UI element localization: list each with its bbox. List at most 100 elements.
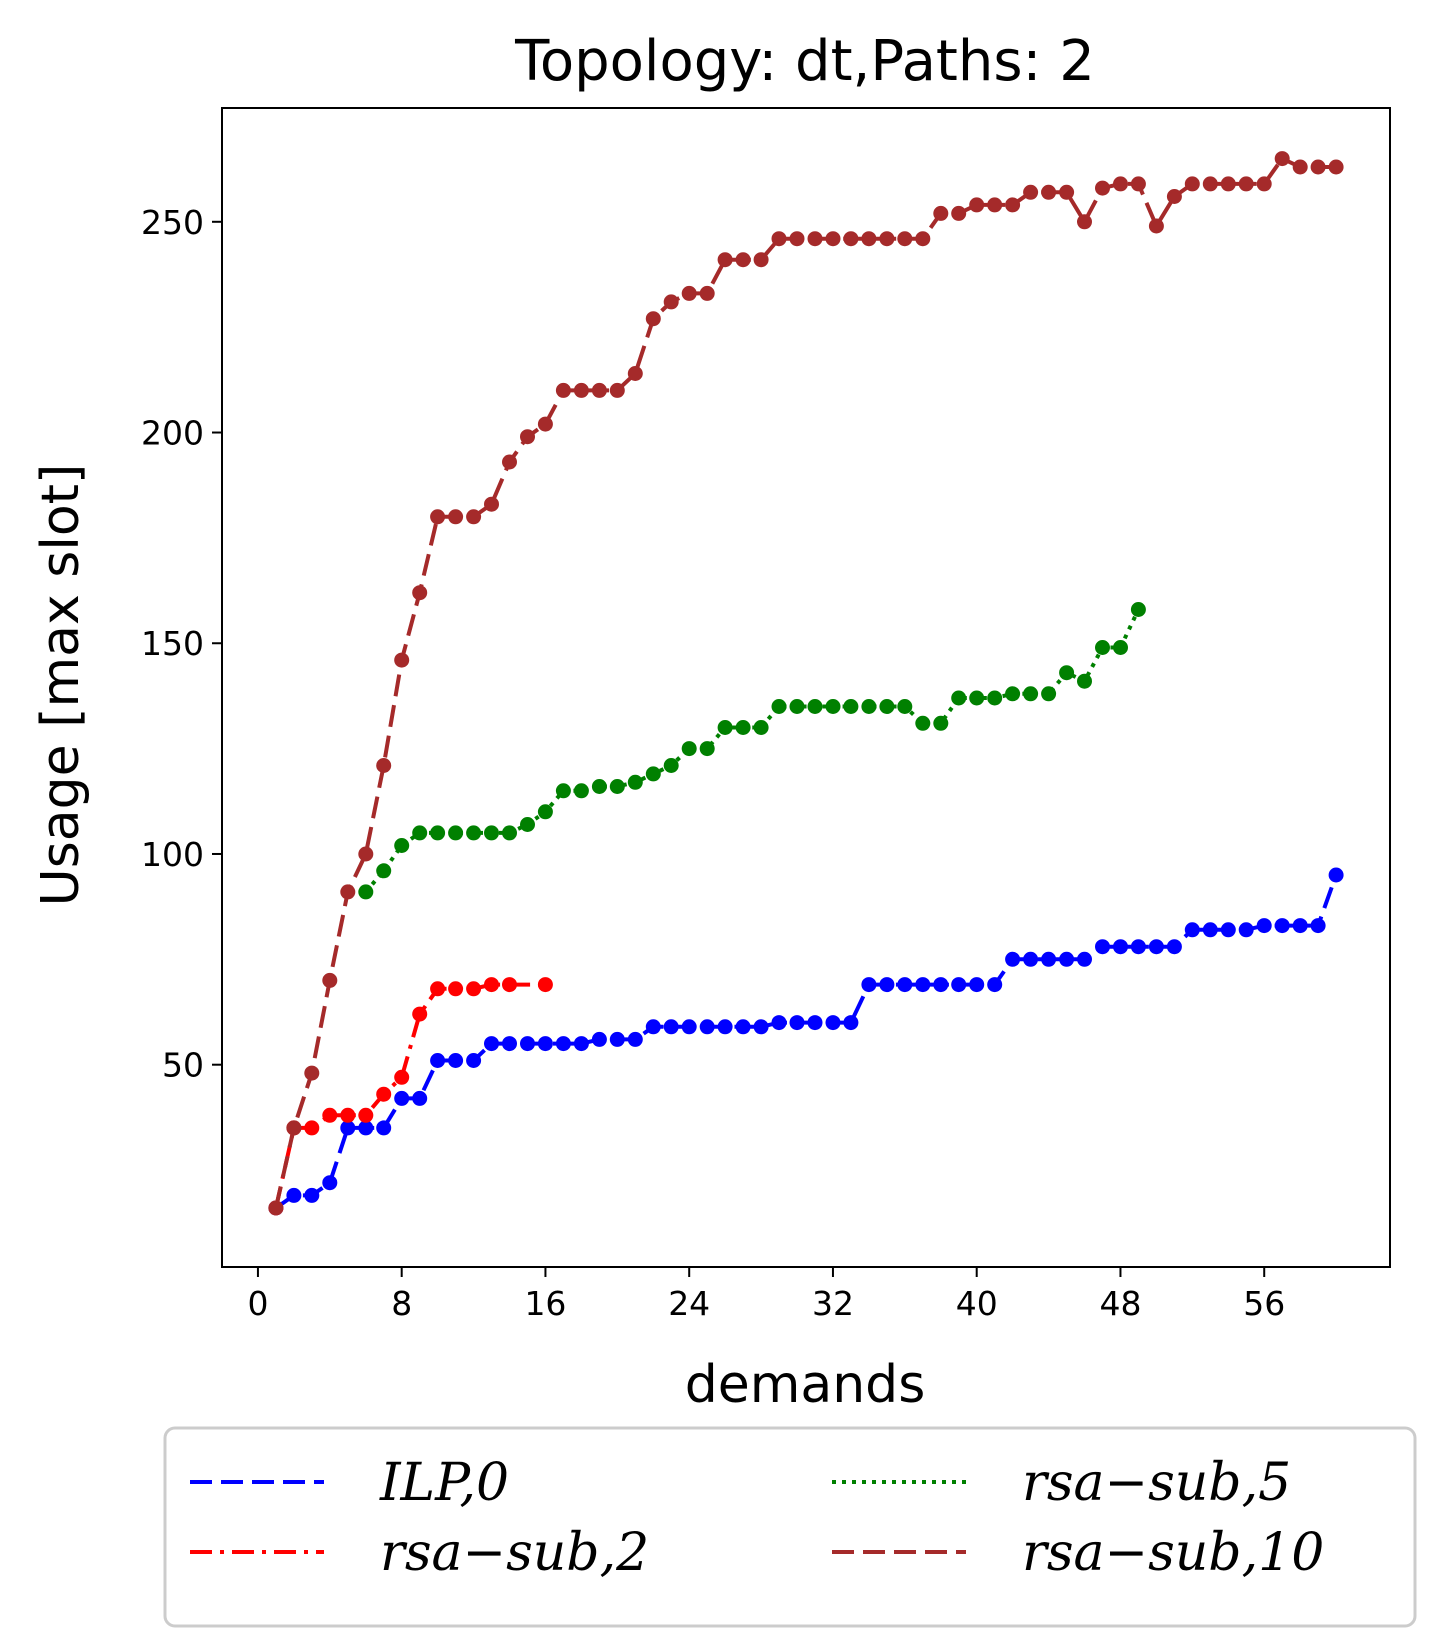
legend-label: ILP,0 xyxy=(379,1453,509,1513)
data-point xyxy=(1148,218,1164,234)
y-tick-label: 200 xyxy=(141,414,204,453)
data-point xyxy=(304,1065,320,1081)
data-point xyxy=(861,977,877,993)
data-point xyxy=(448,1053,464,1068)
data-point xyxy=(1005,197,1021,213)
data-point xyxy=(861,231,877,247)
data-point xyxy=(1256,918,1272,934)
data-point xyxy=(627,366,643,381)
legend-label: rsa−sub,5 xyxy=(1022,1453,1291,1513)
data-point xyxy=(376,1120,392,1136)
data-point xyxy=(861,699,877,714)
y-tick-label: 250 xyxy=(141,203,204,242)
data-point xyxy=(268,1200,284,1216)
data-point xyxy=(358,1107,374,1123)
data-point xyxy=(1005,951,1021,967)
data-point xyxy=(969,197,985,213)
data-point xyxy=(1292,918,1308,934)
data-point xyxy=(789,1015,805,1031)
data-point xyxy=(627,1031,643,1047)
legend-label: rsa−sub,2 xyxy=(380,1523,649,1583)
data-point xyxy=(1077,214,1092,230)
data-point xyxy=(1274,918,1290,934)
data-point xyxy=(1041,184,1057,200)
x-axis-label: demands xyxy=(685,1355,926,1415)
data-point xyxy=(555,783,571,799)
legend-box xyxy=(163,1426,1417,1628)
data-point xyxy=(1095,640,1110,655)
data-point xyxy=(1238,176,1254,192)
data-point xyxy=(609,779,625,794)
data-point xyxy=(1005,686,1021,702)
data-point xyxy=(933,977,949,993)
data-point xyxy=(520,817,535,832)
data-point xyxy=(537,804,553,820)
data-point xyxy=(897,977,913,993)
series-line-3 xyxy=(273,156,1337,1209)
data-point xyxy=(502,977,517,993)
x-tick-label: 40 xyxy=(956,1284,998,1323)
data-point xyxy=(286,1120,302,1136)
data-point xyxy=(430,1053,446,1068)
data-point xyxy=(807,699,823,714)
data-point xyxy=(771,231,787,247)
data-point xyxy=(448,981,464,997)
data-point xyxy=(951,690,967,706)
data-point xyxy=(502,1036,517,1052)
data-point xyxy=(573,382,589,398)
data-point xyxy=(412,1090,428,1106)
data-point xyxy=(753,720,769,735)
data-point xyxy=(879,977,895,993)
data-point xyxy=(340,1120,356,1136)
data-point xyxy=(1328,159,1344,175)
data-point xyxy=(771,699,787,714)
data-point xyxy=(340,1107,356,1123)
data-point xyxy=(304,1187,320,1203)
data-point xyxy=(1023,686,1039,702)
data-point xyxy=(807,231,823,247)
data-point xyxy=(520,429,535,445)
data-point xyxy=(358,1120,374,1136)
data-point xyxy=(699,741,715,757)
data-point xyxy=(699,1019,715,1035)
data-point xyxy=(717,252,733,268)
data-point xyxy=(843,231,859,247)
data-point xyxy=(1274,151,1290,167)
data-point xyxy=(502,454,517,470)
x-tick-label: 48 xyxy=(1099,1284,1141,1323)
data-point xyxy=(951,977,967,993)
data-point xyxy=(537,416,553,432)
data-point xyxy=(484,977,499,993)
data-point xyxy=(340,884,356,900)
legend-label: rsa−sub,10 xyxy=(1022,1523,1324,1583)
data-point xyxy=(394,838,410,853)
data-point xyxy=(466,981,482,997)
data-point xyxy=(322,972,338,988)
data-point xyxy=(609,1031,625,1047)
data-point xyxy=(358,884,374,900)
data-point xyxy=(394,1069,410,1085)
data-point xyxy=(1059,665,1075,681)
x-tick-label: 8 xyxy=(391,1284,412,1323)
data-point xyxy=(897,231,913,247)
series-line-0 xyxy=(274,874,1338,1210)
data-point xyxy=(663,1019,679,1035)
data-point xyxy=(717,1019,733,1035)
x-tick-label: 16 xyxy=(524,1284,566,1323)
data-point xyxy=(412,1006,428,1022)
data-point xyxy=(376,758,392,773)
data-point xyxy=(1184,922,1200,938)
data-point xyxy=(1256,176,1272,192)
y-tick-label: 100 xyxy=(141,835,204,874)
data-point xyxy=(412,585,428,601)
data-point xyxy=(1166,189,1182,204)
data-point xyxy=(789,231,805,247)
data-point xyxy=(466,825,482,841)
series-line-1 xyxy=(273,982,546,1209)
data-point xyxy=(555,1036,571,1052)
data-point xyxy=(430,825,446,841)
data-point xyxy=(448,509,464,525)
data-point xyxy=(1292,159,1308,175)
data-point xyxy=(1310,159,1326,175)
data-point xyxy=(1130,939,1146,955)
